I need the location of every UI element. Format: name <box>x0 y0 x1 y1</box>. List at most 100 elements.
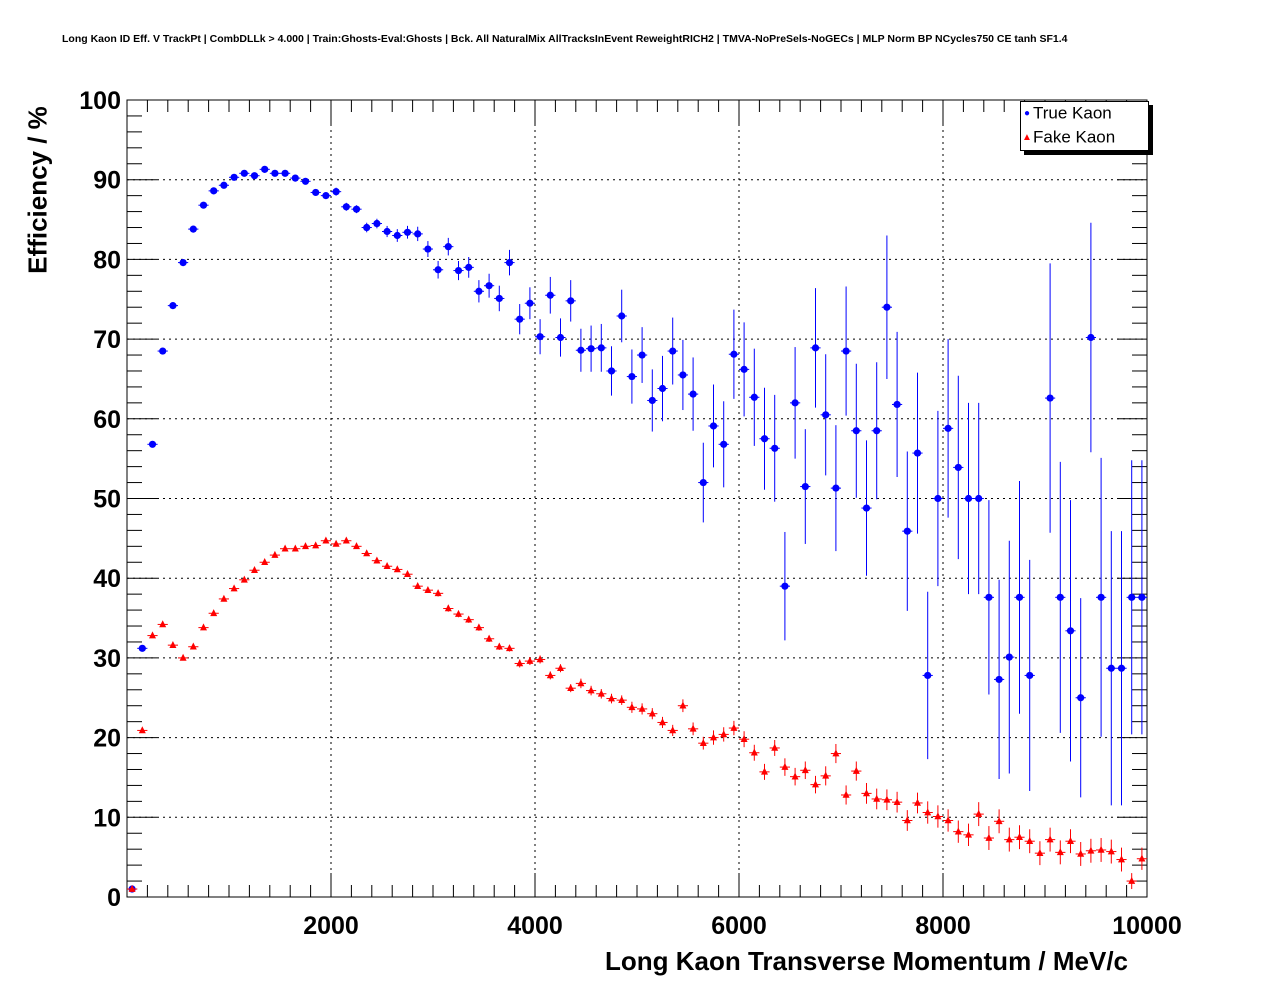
data-point <box>414 230 422 238</box>
data-point <box>771 743 779 751</box>
data-point <box>179 653 187 661</box>
data-point <box>669 347 677 355</box>
y-tick-label: 0 <box>107 884 121 912</box>
data-point <box>475 287 483 295</box>
data-point <box>393 231 401 240</box>
data-point <box>699 738 707 746</box>
data-point <box>761 767 768 775</box>
data-point <box>1016 833 1023 841</box>
data-point <box>1026 837 1034 845</box>
data-point <box>791 399 799 407</box>
data-point <box>842 347 850 355</box>
data-point <box>812 780 819 788</box>
y-tick-label: 30 <box>93 645 121 673</box>
data-point <box>322 192 330 200</box>
data-point <box>1026 671 1034 680</box>
data-point <box>506 644 513 652</box>
data-point <box>373 219 381 228</box>
data-point <box>832 484 840 492</box>
data-point <box>1066 627 1075 635</box>
data-point <box>893 400 901 409</box>
data-point <box>863 789 870 797</box>
y-tick-label: 50 <box>93 486 121 514</box>
data-point <box>138 644 146 652</box>
data-point <box>301 177 310 185</box>
data-point <box>862 504 871 512</box>
data-point <box>730 723 738 731</box>
data-point <box>597 689 605 697</box>
data-point <box>128 884 136 892</box>
data-point <box>699 478 707 487</box>
data-point <box>618 312 626 320</box>
data-point <box>781 582 789 590</box>
data-point <box>985 593 993 601</box>
data-point <box>1128 593 1136 601</box>
data-point <box>1005 835 1013 843</box>
data-point <box>536 333 544 341</box>
data-point <box>801 766 809 774</box>
data-point <box>281 544 289 552</box>
data-point <box>1087 846 1095 854</box>
data-point <box>393 565 401 573</box>
data-point <box>791 772 799 780</box>
data-point <box>342 536 350 544</box>
data-point <box>944 816 952 824</box>
data-point <box>383 562 391 570</box>
data-point <box>454 266 463 275</box>
data-point <box>373 556 381 564</box>
data-point <box>444 243 452 251</box>
legend-triangle-icon: ▲ <box>1022 132 1032 144</box>
data-point <box>954 463 962 472</box>
data-point <box>1036 848 1044 856</box>
data-point <box>638 704 646 712</box>
series-true-kaon <box>127 165 1147 893</box>
x-tick-label: 4000 <box>507 912 563 940</box>
data-point <box>709 422 718 430</box>
data-point <box>250 172 259 180</box>
data-point <box>404 570 411 578</box>
data-point <box>159 347 167 355</box>
data-point <box>750 393 758 401</box>
data-point <box>985 833 993 841</box>
x-tick-label: 6000 <box>711 912 767 940</box>
data-point <box>689 390 697 398</box>
data-point <box>475 623 483 631</box>
x-tick-label: 10000 <box>1112 912 1182 940</box>
data-point <box>893 797 901 805</box>
data-point <box>658 384 667 393</box>
data-point <box>465 615 473 623</box>
data-point <box>924 671 932 680</box>
data-point <box>526 656 534 664</box>
data-point <box>312 541 320 549</box>
data-point <box>505 258 514 267</box>
data-point <box>577 346 585 354</box>
data-point <box>607 367 616 375</box>
data-point <box>169 302 177 310</box>
data-point <box>526 299 534 307</box>
data-point <box>271 550 279 558</box>
data-point <box>312 188 320 197</box>
data-point <box>189 642 197 650</box>
data-point <box>261 165 269 173</box>
data-point <box>271 169 279 177</box>
data-point <box>149 631 156 639</box>
data-point <box>516 315 524 323</box>
legend-label: Fake Kaon <box>1033 127 1116 147</box>
data-point <box>220 594 228 602</box>
data-point <box>852 766 860 774</box>
y-tick-label: 10 <box>93 804 121 832</box>
grid-lines <box>127 99 1148 897</box>
data-point <box>281 169 289 177</box>
data-point <box>1056 593 1064 601</box>
data-point <box>240 169 248 177</box>
data-point <box>1087 333 1095 342</box>
data-point <box>954 827 962 835</box>
data-point <box>424 585 432 593</box>
legend-entry-true-kaon: ● True Kaon <box>1021 103 1112 125</box>
data-point <box>403 228 412 236</box>
data-point <box>903 816 911 824</box>
data-point <box>1067 837 1074 845</box>
data-point <box>567 297 575 305</box>
data-point <box>995 675 1003 684</box>
data-point <box>740 365 748 373</box>
